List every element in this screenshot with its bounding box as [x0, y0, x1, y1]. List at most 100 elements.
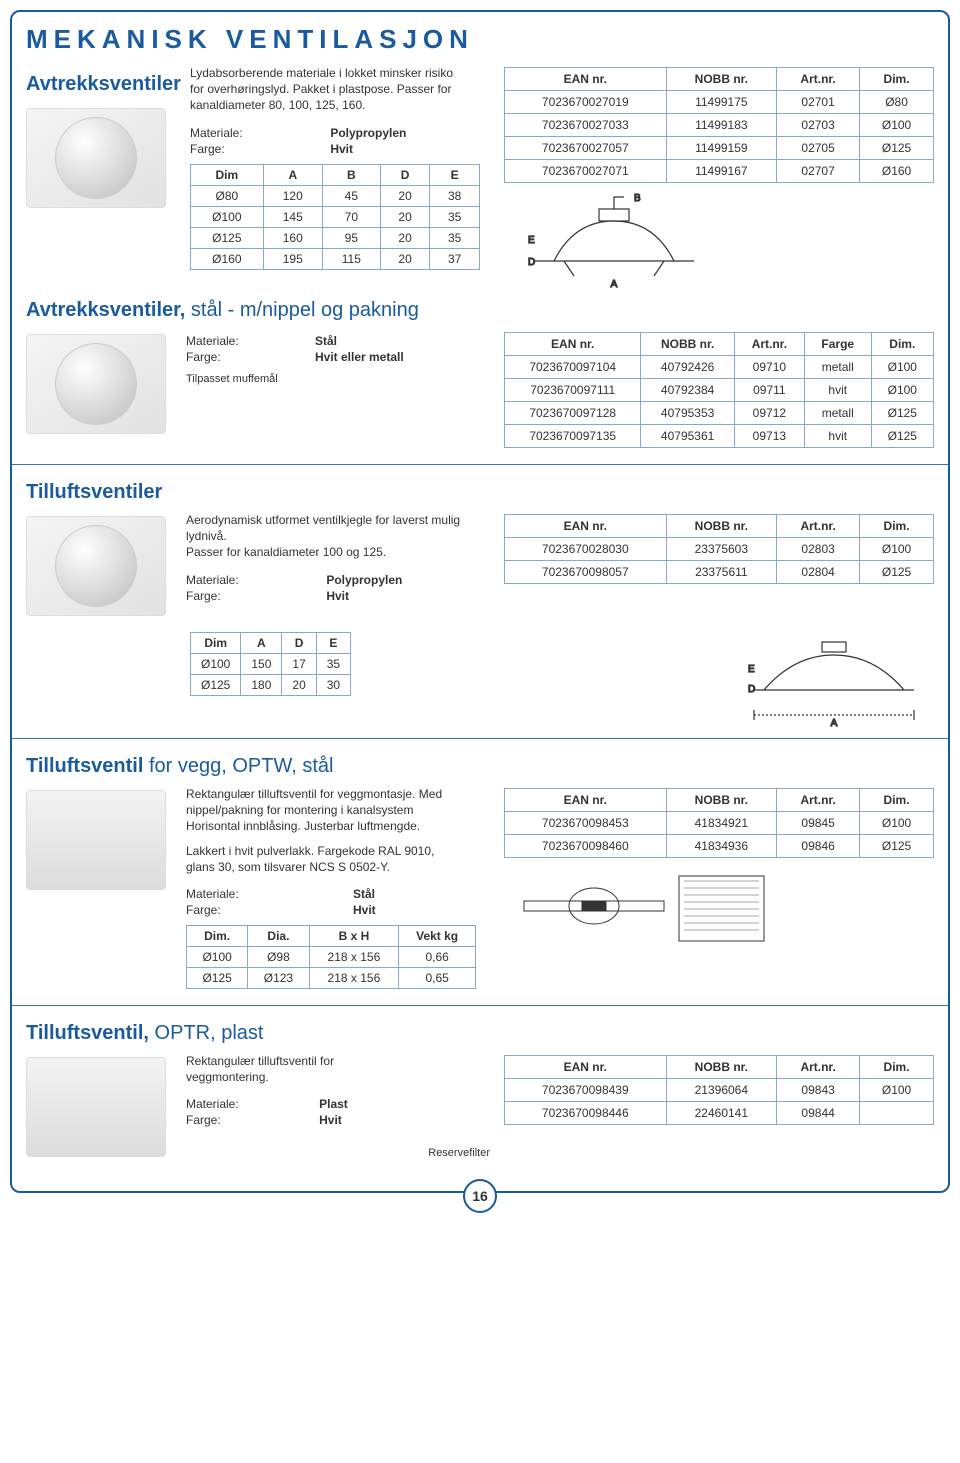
table-cell: 09712 [734, 402, 804, 425]
value: Plast [319, 1097, 414, 1111]
table-cell: 45 [322, 185, 380, 206]
product-image [26, 334, 166, 434]
table-cell: 180 [241, 675, 282, 696]
section-tilluft: Tilluftsventiler Aerodynamisk utformet v… [26, 481, 934, 730]
section-avtrekk-staal: Avtrekksventiler, stål - m/nippel og pak… [26, 299, 934, 448]
table-header: Dim. [187, 925, 248, 946]
table-cell: 0,65 [399, 967, 476, 988]
table-cell: hvit [804, 425, 871, 448]
svg-text:D: D [528, 257, 535, 268]
table-cell: 40792426 [641, 356, 734, 379]
technical-diagram: A E D [734, 630, 934, 730]
table-cell: 115 [322, 248, 380, 269]
table-cell: Ø125 [187, 967, 248, 988]
table-cell: 17 [282, 654, 316, 675]
table-header: Vekt kg [399, 925, 476, 946]
table-cell: 22460141 [666, 1101, 777, 1124]
table-header: EAN nr. [505, 68, 667, 91]
table-row: 70236700971044079242609710metallØ100 [505, 356, 934, 379]
table-row: 70236700984534183492109845Ø100 [505, 812, 934, 835]
table-cell: 11499159 [666, 137, 777, 160]
table-cell: 7023670098453 [505, 812, 667, 835]
title-main: Avtrekksventiler, [26, 299, 185, 321]
table-header: Art.nr. [777, 515, 860, 538]
value: Stål [315, 334, 466, 348]
s1-title: Avtrekksventiler [26, 73, 176, 96]
table-cell: 20 [282, 675, 316, 696]
table-cell: Ø123 [248, 967, 309, 988]
divider [12, 1005, 948, 1006]
dimension-table: DimABDEØ80120452038Ø100145702035Ø1251609… [190, 164, 480, 270]
technical-diagram: A E D B [514, 191, 714, 291]
table-cell: 20 [380, 206, 430, 227]
s1-desc: Lydabsorberende materiale i lokket minsk… [190, 65, 470, 114]
table-cell: 23375603 [666, 538, 777, 561]
s2-title: Avtrekksventiler, stål - m/nippel og pak… [26, 299, 934, 322]
table-cell: 02804 [777, 561, 860, 584]
value: Hvit [326, 589, 476, 603]
table-header: EAN nr. [505, 515, 667, 538]
dimension-table: Dim.Dia.B x HVekt kgØ100Ø98218 x 1560,66… [186, 925, 476, 989]
s4-material: Materiale:Stål Farge:Hvit [186, 887, 476, 917]
table-cell: 195 [263, 248, 322, 269]
table-cell: 09845 [777, 812, 860, 835]
table-cell: Ø160 [860, 160, 934, 183]
s4-desc2: Lakkert i hvit pulverlakk. Fargekode RAL… [186, 843, 466, 875]
label: Farge: [186, 589, 312, 603]
table-row: Ø125160952035 [191, 227, 480, 248]
table-cell: Ø160 [191, 248, 264, 269]
table-cell: Ø80 [191, 185, 264, 206]
table-header: NOBB nr. [666, 515, 777, 538]
label: Materiale: [190, 126, 316, 140]
table-cell: metall [804, 402, 871, 425]
table-header: Art.nr. [777, 789, 860, 812]
table-cell: Ø100 [191, 206, 264, 227]
product-table: EAN nr.NOBB nr.Art.nr.Dim.70236700984392… [504, 1055, 934, 1125]
page-frame: MEKANISK VENTILASJON Avtrekksventiler Ly… [10, 10, 950, 1193]
table-cell: Ø100 [860, 114, 934, 137]
divider [12, 464, 948, 465]
table-header: D [282, 633, 316, 654]
table-cell: 20 [380, 227, 430, 248]
dimension-table: DimADEØ1001501735Ø1251802030 [190, 632, 351, 696]
section-avtrekksventiler: Avtrekksventiler Lydabsorberende materia… [26, 65, 934, 291]
table-header: EAN nr. [505, 333, 641, 356]
table-header: EAN nr. [505, 789, 667, 812]
table-cell: 23375611 [666, 561, 777, 584]
table-row: 70236700984462246014109844 [505, 1101, 934, 1124]
table-cell: 7023670098439 [505, 1078, 667, 1101]
s5-desc: Rektangulær tilluftsventil for veggmonte… [186, 1053, 414, 1085]
table-row: 70236700270571149915902705Ø125 [505, 137, 934, 160]
table-cell: Ø100 [187, 946, 248, 967]
table-cell: Ø100 [871, 356, 933, 379]
table-cell: Ø125 [191, 675, 241, 696]
table-row: 70236700984392139606409843Ø100 [505, 1078, 934, 1101]
table-cell: 120 [263, 185, 322, 206]
svg-text:E: E [528, 235, 535, 246]
product-image [26, 1057, 166, 1157]
table-cell: 40795353 [641, 402, 734, 425]
table-cell: 09843 [777, 1078, 860, 1101]
divider [12, 738, 948, 739]
s3-desc: Aerodynamisk utformet ventilkjegle for l… [186, 512, 466, 561]
value: Hvit [353, 903, 476, 917]
table-cell: 20 [380, 248, 430, 269]
table-cell: 95 [322, 227, 380, 248]
table-header: EAN nr. [505, 1055, 667, 1078]
reserve-label: Reservefilter [428, 1147, 490, 1159]
value: Hvit [319, 1113, 414, 1127]
table-cell: 7023670027071 [505, 160, 667, 183]
table-cell: 160 [263, 227, 322, 248]
table-cell: 7023670098057 [505, 561, 667, 584]
table-cell: 145 [263, 206, 322, 227]
table-cell: Ø100 [860, 1078, 934, 1101]
s5-title: Tilluftsventil, OPTR, plast [26, 1022, 934, 1045]
table-cell: Ø125 [191, 227, 264, 248]
table-cell [860, 1101, 934, 1124]
s4-title: Tilluftsventil for vegg, OPTW, stål [26, 755, 934, 778]
table-header: B x H [309, 925, 399, 946]
table-header: E [316, 633, 350, 654]
s2-material: Materiale:Stål Farge:Hvit eller metall [186, 334, 466, 364]
table-row: 70236700280302337560302803Ø100 [505, 538, 934, 561]
table-row: Ø125Ø123218 x 1560,65 [187, 967, 476, 988]
